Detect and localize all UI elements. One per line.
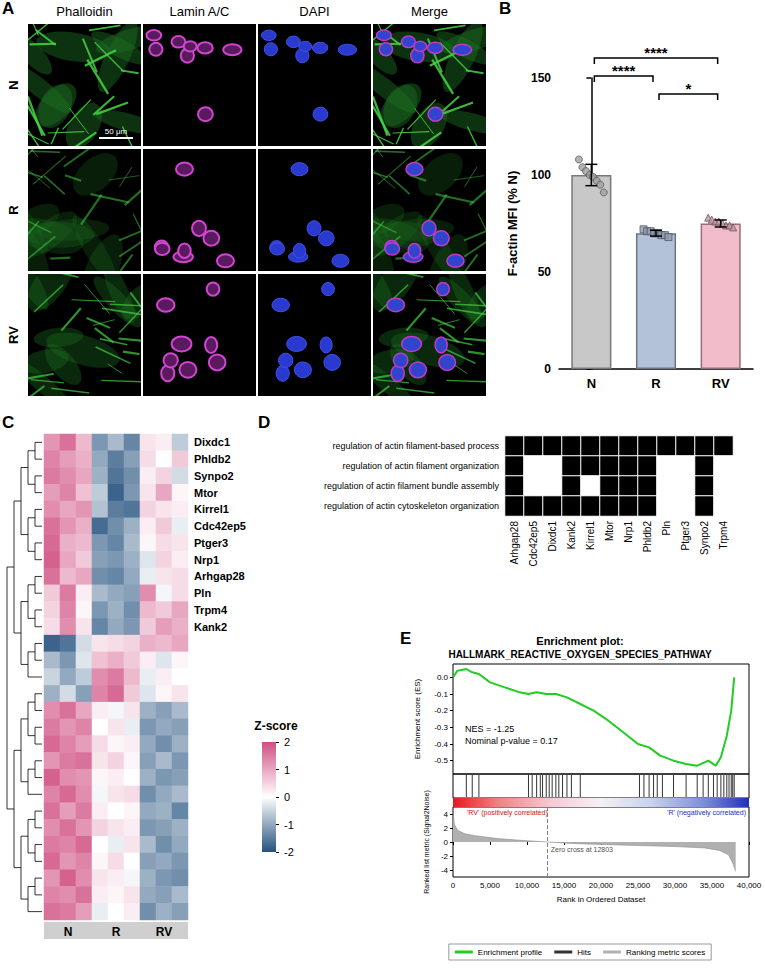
svg-text:N: N — [64, 925, 73, 939]
svg-text:50 μm: 50 μm — [105, 127, 128, 136]
svg-text:30,000: 30,000 — [663, 881, 688, 890]
svg-text:50: 50 — [538, 265, 552, 279]
svg-text:5,000: 5,000 — [480, 881, 501, 890]
svg-text:-4: -4 — [441, 866, 449, 875]
svg-text:Ranking metric scores: Ranking metric scores — [626, 948, 705, 957]
svg-text:Kank2: Kank2 — [194, 621, 227, 633]
svg-text:Nominal p-value = 0.17: Nominal p-value = 0.17 — [465, 736, 558, 746]
svg-text:-0.1: -0.1 — [434, 690, 448, 699]
svg-text:Phldb2: Phldb2 — [642, 521, 653, 553]
html-text:D: D — [258, 413, 271, 432]
svg-text:-0.5: -0.5 — [434, 756, 448, 765]
svg-text:Mtor: Mtor — [604, 520, 615, 541]
svg-text:Enrichment profile: Enrichment profile — [478, 948, 543, 957]
svg-text:Dixdc1: Dixdc1 — [547, 521, 558, 552]
svg-text:N: N — [587, 376, 596, 391]
svg-text:15,000: 15,000 — [552, 881, 577, 890]
svg-text:R: R — [6, 205, 21, 215]
svg-text:'R' (negatively correlated): 'R' (negatively correlated) — [667, 809, 746, 817]
svg-text:Cdc42ep5: Cdc42ep5 — [528, 521, 539, 567]
svg-text:40,000: 40,000 — [737, 881, 762, 890]
html-text:A: A — [2, 0, 15, 18]
svg-text:Arhgap28: Arhgap28 — [194, 570, 245, 582]
svg-text:Cdc42ep5: Cdc42ep5 — [194, 520, 246, 532]
svg-text:regulation of actin filament-b: regulation of actin filament-based proce… — [332, 441, 499, 451]
svg-text:regulation of actin cytoskelet: regulation of actin cytoskeleton organiz… — [324, 501, 499, 511]
svg-text:-2: -2 — [441, 852, 449, 861]
svg-text:4: 4 — [444, 810, 449, 819]
svg-text:25,000: 25,000 — [626, 881, 651, 890]
svg-text:R: R — [112, 925, 121, 939]
svg-text:-1: -1 — [284, 819, 294, 831]
svg-text:10,000: 10,000 — [515, 881, 540, 890]
svg-text:-0.2: -0.2 — [434, 706, 448, 715]
svg-text:Synpo2: Synpo2 — [699, 521, 710, 555]
svg-text:Pln: Pln — [661, 521, 672, 535]
svg-text:Hits: Hits — [577, 948, 591, 957]
svg-text:Arhgap28: Arhgap28 — [509, 521, 520, 565]
svg-text:0: 0 — [284, 791, 290, 803]
svg-text:-0.3: -0.3 — [434, 723, 448, 732]
svg-text:Phldb2: Phldb2 — [194, 453, 231, 465]
svg-text:Pln: Pln — [194, 587, 211, 599]
svg-text:Lamin A/C: Lamin A/C — [170, 4, 230, 19]
svg-text:Trpm4: Trpm4 — [718, 521, 729, 550]
svg-text:N: N — [6, 80, 21, 89]
svg-text:Merge: Merge — [411, 4, 448, 19]
svg-text:*: * — [685, 80, 691, 97]
svg-text:-2: -2 — [284, 846, 294, 858]
svg-text:Phalloidin: Phalloidin — [56, 4, 112, 19]
svg-text:35,000: 35,000 — [700, 881, 725, 890]
svg-text:-0.4: -0.4 — [434, 740, 448, 749]
svg-text:Enrichment score (ES): Enrichment score (ES) — [413, 678, 422, 759]
svg-text:****: **** — [612, 62, 636, 79]
svg-text:R: R — [651, 376, 661, 391]
html-text:B: B — [499, 0, 512, 18]
svg-text:Enrichment plot:: Enrichment plot: — [536, 635, 623, 647]
svg-text:Kirrel1: Kirrel1 — [194, 503, 229, 515]
svg-text:2: 2 — [284, 736, 290, 748]
svg-text:Kirrel1: Kirrel1 — [585, 521, 596, 550]
svg-text:'RV' (positively correlated): 'RV' (positively correlated) — [467, 809, 548, 817]
svg-text:Ptger3: Ptger3 — [194, 537, 228, 549]
svg-text:Zero cross at 12803: Zero cross at 12803 — [551, 846, 613, 853]
svg-text:Rank in Ordered Dataset: Rank in Ordered Dataset — [557, 895, 646, 904]
svg-text:F-actin MFI (% N): F-actin MFI (% N) — [505, 171, 520, 276]
svg-text:Nrp1: Nrp1 — [194, 554, 219, 566]
svg-text:150: 150 — [531, 71, 551, 85]
svg-text:Kank2: Kank2 — [566, 521, 577, 550]
svg-text:Dixdc1: Dixdc1 — [194, 436, 230, 448]
svg-text:RV: RV — [712, 376, 730, 391]
svg-text:Synpo2: Synpo2 — [194, 470, 234, 482]
svg-text:1: 1 — [284, 764, 290, 776]
svg-text:Ptger3: Ptger3 — [680, 521, 691, 551]
html-text:E: E — [400, 629, 412, 648]
svg-text:0.0: 0.0 — [437, 673, 449, 682]
svg-text:Nrp1: Nrp1 — [623, 521, 634, 543]
html-text:C: C — [2, 413, 15, 432]
svg-text:NES = -1.25: NES = -1.25 — [465, 724, 514, 734]
svg-text:Ranked list metric (Signal2Noi: Ranked list metric (Signal2Noise) — [423, 790, 431, 893]
svg-text:100: 100 — [531, 168, 551, 182]
svg-text:regulation of actin filament b: regulation of actin filament bundle asse… — [324, 481, 500, 491]
svg-text:Mtor: Mtor — [194, 487, 219, 499]
svg-text:RV: RV — [156, 925, 172, 939]
svg-text:2: 2 — [444, 824, 449, 833]
svg-text:DAPI: DAPI — [299, 4, 329, 19]
svg-text:Trpm4: Trpm4 — [194, 604, 228, 616]
svg-text:0: 0 — [451, 881, 456, 890]
svg-text:HALLMARK_REACTIVE_OXYGEN_SPECI: HALLMARK_REACTIVE_OXYGEN_SPECIES_PATHWAY — [448, 649, 712, 660]
svg-text:RV: RV — [6, 326, 21, 344]
svg-text:Z-score: Z-score — [254, 719, 298, 733]
svg-text:0: 0 — [544, 362, 551, 376]
svg-text:0: 0 — [444, 838, 449, 847]
svg-text:regulation of actin filament o: regulation of actin filament organizatio… — [342, 461, 499, 471]
svg-text:20,000: 20,000 — [589, 881, 614, 890]
svg-text:****: **** — [644, 44, 668, 61]
